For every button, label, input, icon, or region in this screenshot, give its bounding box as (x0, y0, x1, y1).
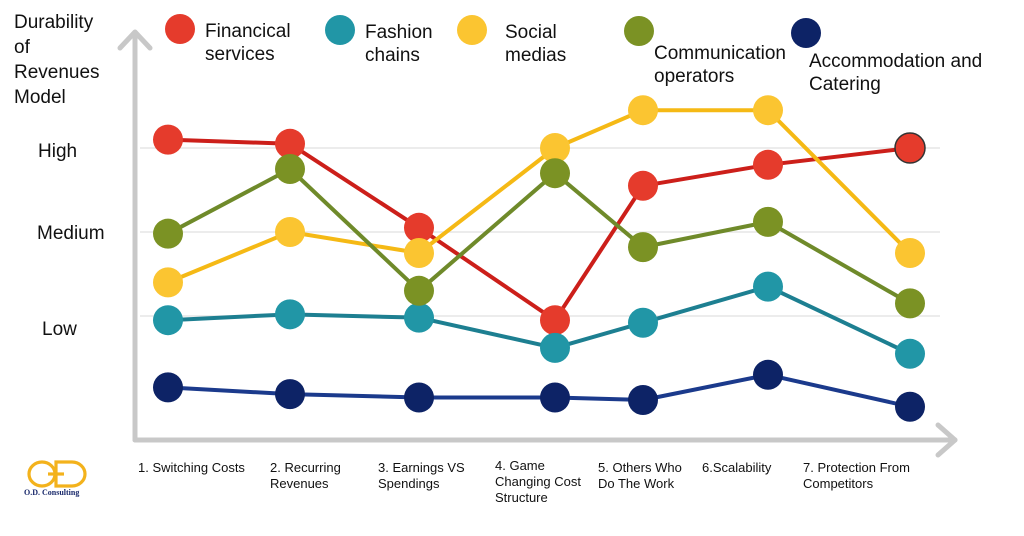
data-point (753, 359, 783, 390)
data-point (275, 217, 305, 247)
axes (117, 29, 958, 458)
legend-swatch (624, 16, 654, 46)
x-tick-label-line: Do The Work (598, 476, 675, 491)
legend-item-social: Social medias (457, 15, 566, 67)
x-axis-arrow (935, 422, 958, 458)
x-tick-label: 2. Recurring Revenues (270, 460, 385, 492)
data-point (404, 382, 434, 413)
legend-item-financial: Financical services (165, 14, 291, 66)
x-tick-label-line: 1. Switching Costs (138, 460, 245, 475)
data-point (895, 238, 925, 268)
data-point (153, 267, 183, 298)
x-tick-label-line: 2. Recurring (270, 460, 341, 475)
data-point (153, 218, 183, 249)
data-point (404, 275, 434, 306)
y-level-low: Low (42, 319, 77, 340)
x-tick-label-line: Changing Cost (495, 474, 581, 489)
x-tick-label: 1. Switching Costs (138, 460, 253, 476)
legend-label: Accommodation and Catering (809, 50, 982, 96)
legend-label: Financical services (205, 20, 291, 66)
x-tick-label-line: Competitors (803, 476, 874, 491)
legend-label-line: Catering (809, 74, 881, 95)
data-point (275, 154, 305, 184)
x-tick-label: 3. Earnings VS Spendings (378, 460, 493, 492)
data-point (275, 299, 305, 330)
legend-label-line: Fashion (365, 22, 433, 43)
data-point (404, 238, 434, 268)
y-level-high: High (38, 141, 78, 162)
data-point (628, 385, 658, 415)
data-point (540, 133, 570, 163)
legend-item-accommodation: Accommodation and Catering (791, 18, 982, 96)
legend-label: Social medias (505, 21, 566, 67)
od-consulting-logo (27, 460, 87, 488)
data-point (540, 332, 570, 363)
legend-label-line: chains (365, 45, 420, 66)
data-point (275, 379, 305, 410)
data-point (895, 288, 925, 319)
data-point (153, 305, 183, 336)
data-point (895, 391, 925, 422)
legend-label-line: services (205, 44, 275, 65)
data-point (753, 149, 783, 180)
data-point (153, 372, 183, 403)
legend-label-line: medias (505, 45, 567, 66)
x-tick-label: 4. Game Changing Cost Structure (495, 458, 610, 506)
data-point (540, 382, 570, 413)
data-point (753, 271, 783, 302)
data-point (628, 170, 658, 201)
y-level-medium: Medium (37, 223, 105, 244)
data-point (628, 232, 658, 263)
data-point (404, 302, 434, 333)
y-axis-title-line: Model (14, 87, 66, 108)
y-axis-title-line: Revenues (14, 62, 100, 83)
series-points (153, 95, 926, 422)
legend-label-line: Accommodation and (809, 51, 983, 72)
data-point (404, 212, 434, 243)
legend-swatch (457, 15, 487, 45)
data-point (628, 95, 658, 126)
series-lines (167, 108, 912, 409)
data-point (894, 132, 926, 164)
logo-text: O.D. Consulting (24, 488, 80, 497)
legend-label-line: Social (505, 22, 557, 43)
data-point (153, 124, 183, 155)
x-tick-label-line: Revenues (270, 476, 329, 491)
y-axis-title-line: of (14, 37, 30, 58)
legend-swatch (325, 15, 355, 45)
legend-label-line: Financical (205, 21, 291, 42)
legend-label-line: operators (654, 66, 735, 87)
legend-label-line: Communication (654, 43, 786, 64)
legend-item-fashion: Fashion chains (325, 15, 433, 67)
x-tick-label: 7. Protection From Competitors (803, 460, 933, 492)
data-point (753, 206, 783, 237)
legend-item-communication: Communication operators (624, 16, 786, 88)
data-point (628, 307, 658, 338)
x-tick-label: 5. Others Who Do The Work (598, 460, 713, 492)
x-tick-label-line: 5. Others Who (598, 460, 682, 475)
legend-label: Fashion chains (365, 21, 433, 67)
x-tick-label-line: 4. Game (495, 458, 545, 473)
y-axis-title: Durability of Revenues Model (14, 10, 124, 110)
x-tick-label-line: 3. Earnings VS (378, 460, 465, 475)
y-axis-title-line: Durability (14, 12, 94, 33)
x-tick-label-line: Structure (495, 490, 548, 505)
data-point (895, 338, 925, 369)
x-tick-label-line: 6.Scalability (702, 460, 772, 475)
data-point (540, 158, 570, 189)
legend-swatch (165, 14, 195, 44)
x-tick-label-line: Spendings (378, 476, 440, 491)
x-tick-label-line: 7. Protection From (803, 460, 910, 475)
legend-swatch (791, 18, 821, 48)
legend-label: Communication operators (654, 42, 786, 88)
data-point (275, 128, 305, 159)
x-tick-label: 6.Scalability (702, 460, 817, 476)
data-point (753, 95, 783, 126)
data-point (540, 305, 570, 336)
